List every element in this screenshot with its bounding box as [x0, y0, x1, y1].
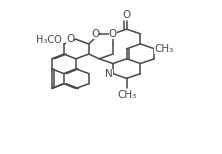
Text: O: O	[123, 10, 131, 20]
Text: H₃CO: H₃CO	[36, 35, 62, 45]
Text: O: O	[91, 29, 99, 39]
Text: O: O	[66, 34, 74, 44]
Text: O: O	[109, 29, 117, 39]
Text: CH₃: CH₃	[154, 44, 173, 54]
Text: N: N	[105, 69, 113, 79]
Text: CH₃: CH₃	[117, 90, 136, 100]
